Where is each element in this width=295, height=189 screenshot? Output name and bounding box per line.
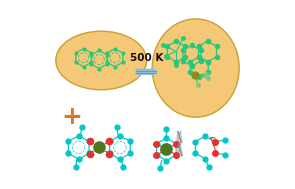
Text: +: + <box>61 105 82 129</box>
Ellipse shape <box>152 19 239 117</box>
Polygon shape <box>176 132 183 156</box>
Text: 500 K: 500 K <box>130 53 163 63</box>
FancyArrow shape <box>136 68 157 76</box>
Ellipse shape <box>56 31 147 90</box>
